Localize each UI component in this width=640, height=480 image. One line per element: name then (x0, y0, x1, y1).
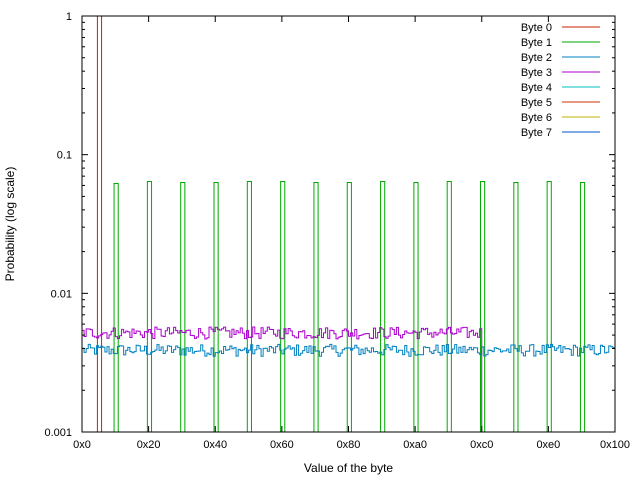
byte-1-spike (213, 181, 219, 432)
byte-1-spike (180, 181, 186, 432)
byte-1-spike (413, 181, 419, 432)
plot-series (82, 15, 615, 432)
y-tick-label: 1 (66, 11, 72, 23)
byte-2-line (82, 343, 615, 357)
axis-ticks: 0x0 0x20 0x40 0x60 0x80 0xa0 0xc0 0xe0 0x100 0.00… (44, 11, 630, 451)
legend-label-byte-1: Byte 1 (521, 37, 552, 49)
byte-1-spike (146, 181, 153, 432)
legend-label-byte-6: Byte 6 (521, 112, 552, 124)
x-tick-label: 0x80 (337, 439, 361, 451)
byte-1-spike (246, 181, 252, 432)
x-tick-label: 0x60 (270, 439, 294, 451)
byte-1-spike (280, 181, 286, 432)
y-tick-label: 0.001 (44, 427, 72, 439)
legend-label-byte-3: Byte 3 (521, 67, 552, 79)
byte-1-spike (346, 181, 352, 432)
byte-1-spike (546, 181, 552, 432)
y-axis-label: Probability (log scale) (3, 167, 17, 282)
x-axis-label: Value of the byte (304, 461, 394, 475)
legend-label-byte-4: Byte 4 (521, 82, 552, 94)
y-tick-label: 0.1 (57, 150, 72, 162)
x-tick-label: 0x0 (73, 439, 91, 451)
legend: Byte 0 Byte 1 Byte 2 Byte 3 Byte 4 Byte 5 Byte… (521, 22, 600, 139)
x-tick-label: 0xa0 (403, 439, 427, 451)
byte-1-spike (380, 181, 386, 432)
byte-1-spike (513, 181, 519, 432)
byte-1-spike (313, 181, 319, 432)
byte-1-spike (579, 181, 586, 432)
byte-3-line (82, 326, 483, 432)
x-tick-label: 0x100 (600, 439, 630, 451)
x-tick-label: 0xe0 (536, 439, 560, 451)
x-tick-label: 0x20 (137, 439, 161, 451)
legend-label-byte-7: Byte 7 (521, 127, 552, 139)
legend-label-byte-0: Byte 0 (521, 22, 552, 34)
legend-label-byte-2: Byte 2 (521, 52, 552, 64)
legend-label-byte-5: Byte 5 (521, 97, 552, 109)
x-tick-label: 0x40 (203, 439, 227, 451)
y-tick-label: 0.01 (51, 288, 72, 300)
byte-1-spike (113, 182, 119, 432)
byte-1-spike (446, 181, 452, 432)
byte-1-spike (480, 181, 486, 432)
x-tick-label: 0xc0 (470, 439, 493, 451)
